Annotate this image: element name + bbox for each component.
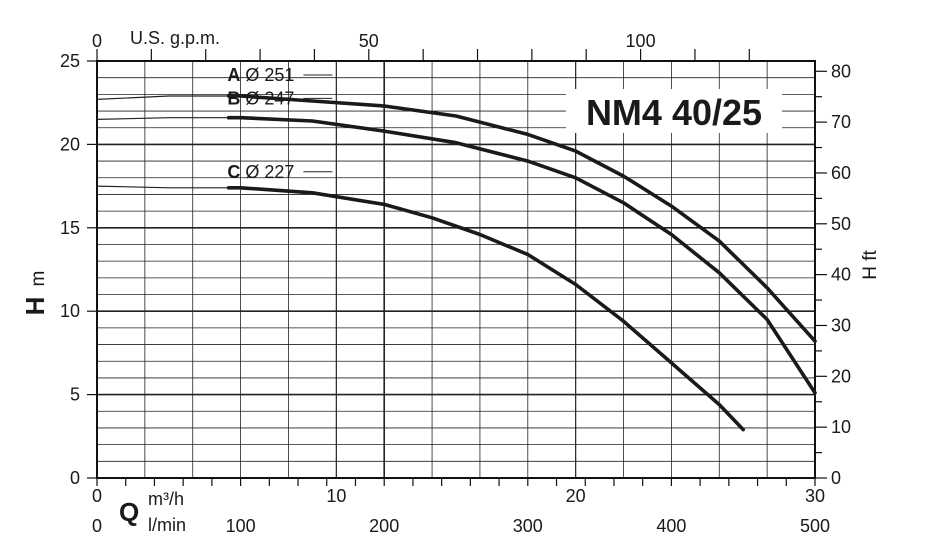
lmin-tick-label: 300	[513, 516, 543, 536]
m3h-tick-label: 10	[326, 486, 346, 506]
m-tick-label: 15	[60, 218, 80, 238]
curve-diameter: Ø 247	[245, 88, 294, 108]
curve-letter: B	[227, 88, 240, 108]
lmin-tick-label: 0	[92, 516, 102, 536]
x-axis-unit-m3h: m³/h	[148, 489, 184, 509]
m3h-tick-label: 30	[805, 486, 825, 506]
y-axis-title-left: H m	[20, 271, 50, 316]
m-tick-label: 10	[60, 301, 80, 321]
tick-marks	[87, 49, 827, 486]
curve-letter: C	[227, 162, 240, 182]
svg-text:H m: H m	[20, 271, 50, 316]
curve-c-thin	[96, 185, 241, 189]
y-axis-unit: m	[28, 271, 49, 287]
ft-tick-label: 50	[831, 214, 851, 234]
lmin-tick-label: 200	[369, 516, 399, 536]
m-tick-label: 0	[70, 468, 80, 488]
gpm-axis-label: U.S. g.p.m.	[130, 28, 220, 48]
ft-tick-label: 70	[831, 112, 851, 132]
curve-diameter: Ø 227	[245, 162, 294, 182]
curve-b	[226, 115, 817, 395]
gpm-tick-label: 100	[626, 31, 656, 51]
gpm-tick-label: 50	[359, 31, 379, 51]
curves	[96, 94, 817, 432]
curve-a	[226, 94, 817, 343]
plot-frame	[96, 60, 816, 479]
chart-title: NM4 40/25	[586, 92, 762, 133]
curve-diameter: Ø 251	[245, 65, 294, 85]
curve-c	[226, 186, 745, 432]
curve-letter: A	[227, 65, 240, 85]
y-axis-title-right: H ft	[860, 250, 881, 280]
ft-tick-label: 40	[831, 265, 851, 285]
title-box	[566, 89, 782, 133]
m3h-tick-label: 0	[92, 486, 102, 506]
m-tick-label: 25	[60, 51, 80, 71]
m-tick-label: 20	[60, 134, 80, 154]
m-tick-label: 5	[70, 385, 80, 405]
lmin-tick-label: 400	[656, 516, 686, 536]
ft-tick-label: 80	[831, 61, 851, 81]
y-axis-ft-label: H ft	[860, 250, 881, 280]
y-axis-symbol: H	[20, 297, 50, 316]
ft-tick-label: 30	[831, 315, 851, 335]
curve-b-thin	[96, 117, 241, 120]
ft-tick-label: 60	[831, 163, 851, 183]
lmin-tick-label: 100	[226, 516, 256, 536]
lmin-tick-label: 500	[800, 516, 830, 536]
x-axis-symbol: Q	[119, 497, 139, 527]
x-axis-unit-lmin: l/min	[148, 515, 186, 535]
m3h-tick-label: 20	[566, 486, 586, 506]
ft-tick-label: 0	[831, 468, 841, 488]
curve-a-thin	[96, 95, 241, 100]
ft-tick-label: 10	[831, 417, 851, 437]
ft-tick-label: 20	[831, 366, 851, 386]
gpm-tick-label: 0	[92, 31, 102, 51]
